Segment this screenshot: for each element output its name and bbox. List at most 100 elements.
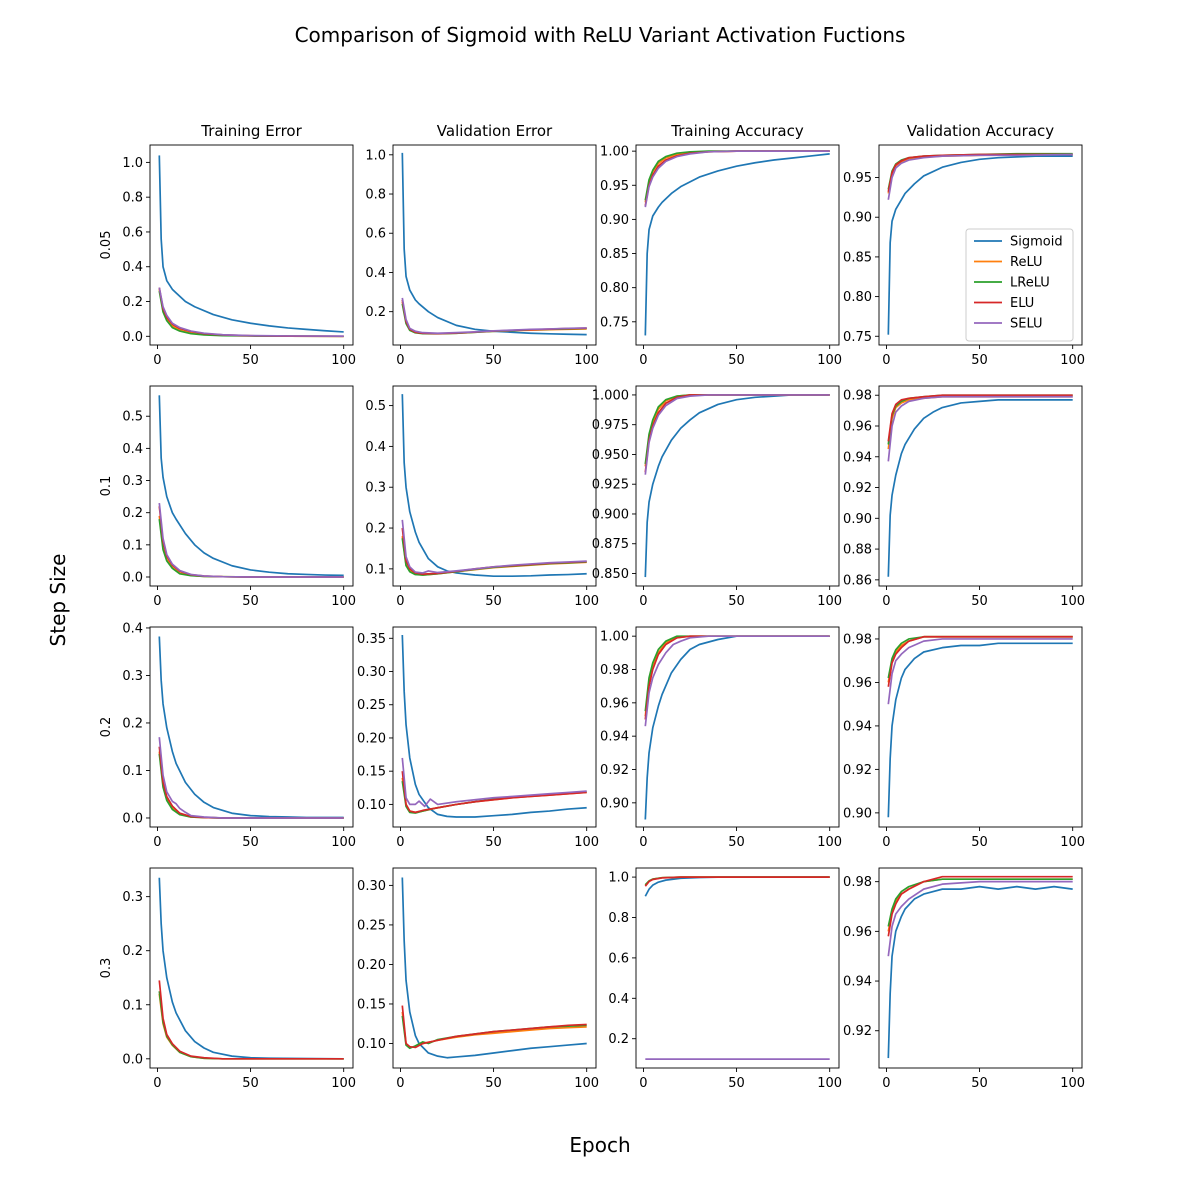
y-tick-label: 1.0 [122,156,143,171]
y-tick-label: 0.25 [357,698,386,713]
y-tick-label: 0.3 [122,890,143,905]
x-tick-label: 50 [242,353,259,368]
series-group [644,876,830,1060]
panel-0-05-validation-error: 0 50 100 0.2 0.4 0.6 0.8 1.0 [365,144,599,368]
legend-frame [965,228,1074,342]
series-line-sigmoid [887,155,1073,335]
y-tick-label: 0.1 [122,538,143,553]
y-tick-label: 0.0 [122,1052,143,1067]
x-tick-label: 0 [153,353,161,368]
legend-label-lrelu: LReLU [1010,276,1050,291]
y-tick-label: 1.00 [600,630,629,645]
y-tick-label: 0.98 [843,389,872,404]
legend-label-sigmoid: Sigmoid [1010,235,1063,250]
series-line-elu [887,635,1073,687]
axes-frame [149,867,354,1069]
y-tick-label: 0.25 [357,918,386,933]
axes-frame [635,867,840,1069]
series-line-elu [158,980,344,1060]
axes-frame [392,867,597,1069]
panel-0-1-validation-error: 0 50 100 0.1 0.2 0.3 0.4 0.5 [365,385,599,609]
y-tick-label: 0.90 [600,213,629,228]
y-tick-label: 0.95 [600,179,629,194]
row-label-0-2: 0.2 [99,717,114,738]
series-line-sigmoid [887,885,1073,1059]
y-tick-label: 0.80 [600,281,629,296]
x-tick-label: 100 [1060,594,1085,609]
y-tick-label: 0.90 [843,806,872,821]
y-tick-label: 0.15 [357,997,386,1012]
legend-label-selu: SELU [1010,317,1043,332]
y-tick-label: 0.90 [843,211,872,226]
axes-frame [878,867,1083,1069]
axes-frame [635,626,840,828]
y-tick-label: 0.2 [122,506,143,521]
series-line-selu [158,287,344,337]
y-tick-label: 0.4 [122,442,143,457]
series-line-elu [644,635,830,720]
row-label-0-1: 0.1 [99,476,114,497]
legend-label-relu: ReLU [1010,255,1043,270]
y-tick-label: 1.00 [600,145,629,160]
x-tick-label: 100 [574,594,599,609]
series-line-selu [887,153,1073,200]
series-line-sigmoid [158,877,344,1060]
y-tick-label: 0.2 [365,305,386,320]
x-tick-label: 0 [396,1076,404,1091]
panel-0-1-training-error: 0 50 100 0.0 0.1 0.2 0.3 0.4 0.5 [122,385,356,609]
y-tick-label: 0.92 [843,1024,872,1039]
y-tick-label: 0.96 [843,676,872,691]
y-tick-label: 0.3 [122,669,143,684]
axes-frame [878,144,1083,346]
x-tick-label: 100 [817,594,842,609]
y-tick-label: 0.10 [357,1037,386,1052]
y-tick-label: 0.1 [122,998,143,1013]
y-tick-label: 0.30 [357,879,386,894]
y-tick-label: 0.98 [600,663,629,678]
y-tick-label: 0.2 [365,522,386,537]
series-group [887,635,1073,818]
y-tick-label: 0.86 [843,573,872,588]
y-tick-label: 0.850 [592,567,629,582]
x-tick-label: 100 [1060,835,1085,850]
y-tick-label: 0.88 [843,543,872,558]
x-tick-label: 50 [728,353,745,368]
axes-frame [392,144,597,346]
panel-0-2-validation-error: 0 50 100 0.10 0.15 0.20 0.25 0.30 0.35 [357,626,599,850]
y-tick-label: 0.95 [843,171,872,186]
y-tick-label: 0.8 [608,911,629,926]
x-tick-label: 100 [1060,1076,1085,1091]
panel-0-2-training-accuracy: 0 50 100 0.90 0.92 0.94 0.96 0.98 1.00 [600,626,842,850]
y-tick-label: 0.15 [357,765,386,780]
panel-0-3-training-error: 0 50 100 0.0 0.1 0.2 0.3 [122,867,356,1091]
series-line-sigmoid [158,395,344,577]
y-tick-label: 0.94 [843,719,872,734]
y-tick-label: 0.3 [122,474,143,489]
series-line-elu [401,771,587,814]
series-line-sigmoid [887,642,1073,818]
column-title-training-accuracy: Training Accuracy [670,122,804,140]
x-tick-label: 50 [971,1076,988,1091]
series-line-selu [401,297,587,335]
series-line-selu [158,502,344,578]
y-tick-label: 0.75 [843,330,872,345]
x-tick-label: 50 [485,1076,502,1091]
axes-frame [392,385,597,587]
y-tick-label: 0.30 [357,665,386,680]
x-tick-label: 50 [971,594,988,609]
x-tick-label: 0 [882,835,890,850]
y-tick-label: 0.80 [843,290,872,305]
y-tick-label: 0.85 [843,250,872,265]
panel-0-2-validation-accuracy: 0 50 100 0.90 0.92 0.94 0.96 0.98 [843,626,1085,850]
series-line-sigmoid [158,636,344,819]
x-tick-label: 50 [728,1076,745,1091]
y-tick-label: 0.98 [843,875,872,890]
y-tick-label: 0.0 [122,570,143,585]
axes-frame [149,144,354,346]
x-tick-label: 50 [485,353,502,368]
series-line-sigmoid [401,634,587,818]
series-line-sigmoid [644,635,830,820]
y-tick-label: 0.8 [365,188,386,203]
